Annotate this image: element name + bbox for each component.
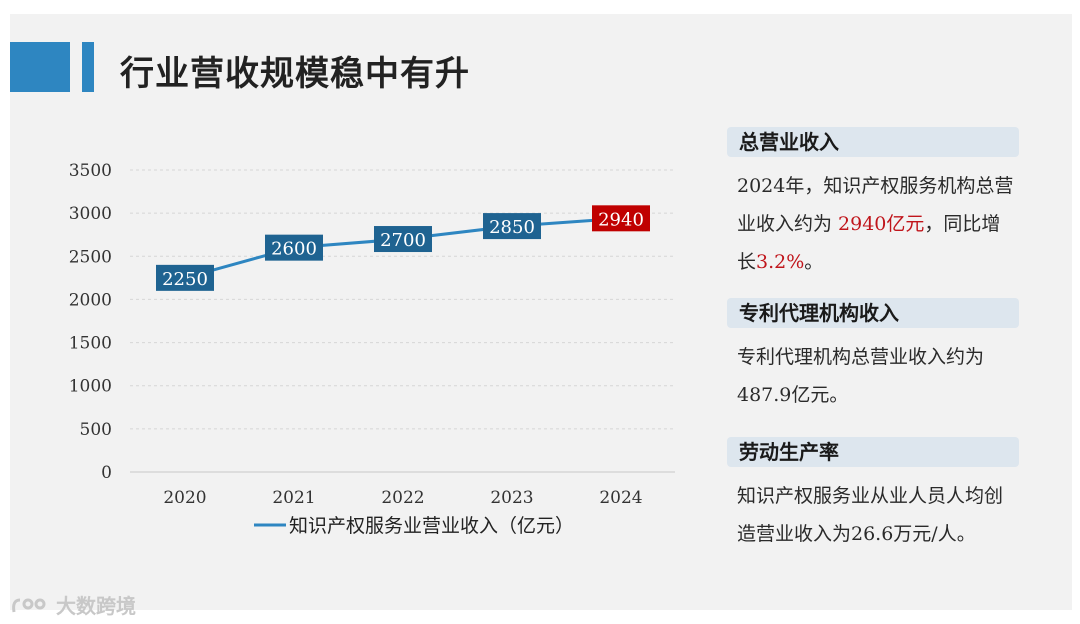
data-label: 2250 [162,269,208,290]
body-text: 知识产权服务业从业人员人均创造营业收入为26.6万元/人。 [737,485,1004,545]
section-title: 劳动生产率 [727,437,1019,467]
highlight-text: 3.2% [756,251,805,273]
title-accent-bar [82,42,94,92]
x-tick-label: 2022 [381,488,424,508]
x-tick-label: 2020 [163,488,206,508]
data-label: 2850 [489,217,535,238]
y-tick-label: 1000 [69,377,112,397]
y-tick-label: 500 [80,420,112,440]
data-label-box [592,205,650,232]
section-productivity: 劳动生产率 知识产权服务业从业人员人均创造营业收入为26.6万元/人。 [727,437,1019,553]
x-tick-label: 2024 [599,488,642,508]
data-label: 2600 [271,239,317,260]
highlight-text: 2940亿元 [838,213,925,235]
section-title: 专利代理机构收入 [727,298,1019,328]
body-text: ，同比增长 [737,213,1001,273]
section-title: 总营业收入 [727,127,1019,157]
x-tick-label: 2023 [490,488,533,508]
watermark: 大数跨境 [10,590,136,619]
section-total-revenue: 总营业收入 2024年，知识产权服务机构总营业收入约为 2940亿元，同比增长3… [727,127,1019,281]
data-label-box [483,213,541,240]
section-body: 2024年，知识产权服务机构总营业收入约为 2940亿元，同比增长3.2%。 [727,167,1019,281]
data-label-box [156,264,214,291]
body-text: 专利代理机构总营业收入约为487.9亿元。 [737,346,985,406]
data-label-box [265,234,323,261]
data-label-box [374,226,432,253]
y-tick-label: 1500 [69,334,112,354]
y-tick-label: 2000 [69,290,112,310]
page-title: 行业营收规模稳中有升 [120,54,470,94]
data-label: 2700 [380,230,426,251]
section-body: 专利代理机构总营业收入约为487.9亿元。 [727,338,1019,414]
section-body: 知识产权服务业从业人员人均创造营业收入为26.6万元/人。 [727,477,1019,553]
body-text: 。 [804,251,824,273]
title-accent-block [10,42,70,92]
data-label: 2940 [598,209,644,230]
y-tick-label: 3500 [69,161,112,181]
y-tick-label: 0 [101,463,112,483]
watermark-logo-icon [12,598,46,612]
watermark-text: 大数跨境 [56,594,136,618]
legend-label: 知识产权服务业营业收入（亿元） [289,515,574,537]
y-tick-label: 3000 [69,204,112,224]
section-patent-agency: 专利代理机构收入 专利代理机构总营业收入约为487.9亿元。 [727,298,1019,414]
x-tick-label: 2021 [272,488,315,508]
y-tick-label: 2500 [69,247,112,267]
body-text: 2024年，知识产权服务机构总营业收入约为 [737,175,1014,235]
